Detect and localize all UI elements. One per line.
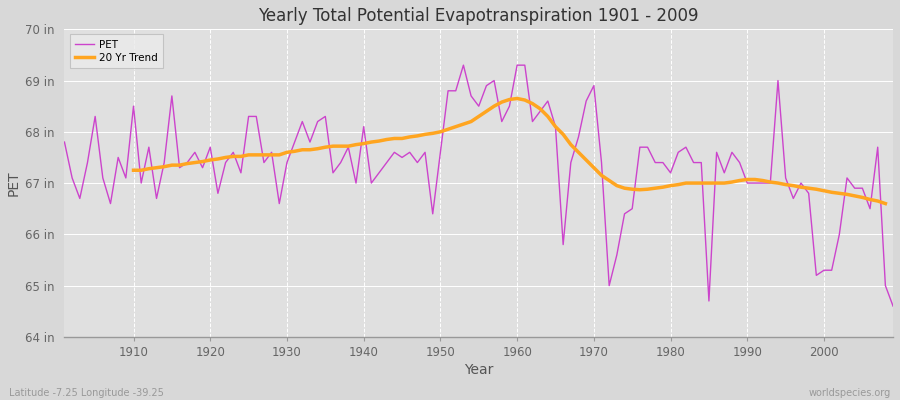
Text: Latitude -7.25 Longitude -39.25: Latitude -7.25 Longitude -39.25 bbox=[9, 388, 164, 398]
PET bbox=[519, 63, 530, 68]
PET bbox=[59, 140, 70, 144]
Y-axis label: PET: PET bbox=[7, 170, 21, 196]
20 Yr Trend bbox=[358, 141, 369, 146]
20 Yr Trend bbox=[512, 96, 523, 101]
20 Yr Trend bbox=[726, 180, 737, 184]
Line: 20 Yr Trend: 20 Yr Trend bbox=[133, 98, 886, 204]
20 Yr Trend bbox=[880, 201, 891, 206]
20 Yr Trend bbox=[128, 168, 139, 173]
20 Yr Trend bbox=[328, 144, 338, 148]
PET bbox=[512, 63, 523, 68]
X-axis label: Year: Year bbox=[464, 363, 493, 377]
PET bbox=[289, 140, 300, 144]
PET bbox=[611, 252, 622, 257]
Legend: PET, 20 Yr Trend: PET, 20 Yr Trend bbox=[69, 34, 163, 68]
20 Yr Trend bbox=[535, 106, 545, 111]
20 Yr Trend bbox=[504, 97, 515, 102]
PET bbox=[887, 304, 898, 308]
PET bbox=[458, 63, 469, 68]
Text: worldspecies.org: worldspecies.org bbox=[809, 388, 891, 398]
Title: Yearly Total Potential Evapotranspiration 1901 - 2009: Yearly Total Potential Evapotranspiratio… bbox=[258, 7, 699, 25]
PET bbox=[336, 160, 346, 165]
Line: PET: PET bbox=[65, 65, 893, 306]
PET bbox=[121, 176, 131, 180]
20 Yr Trend bbox=[304, 147, 315, 152]
